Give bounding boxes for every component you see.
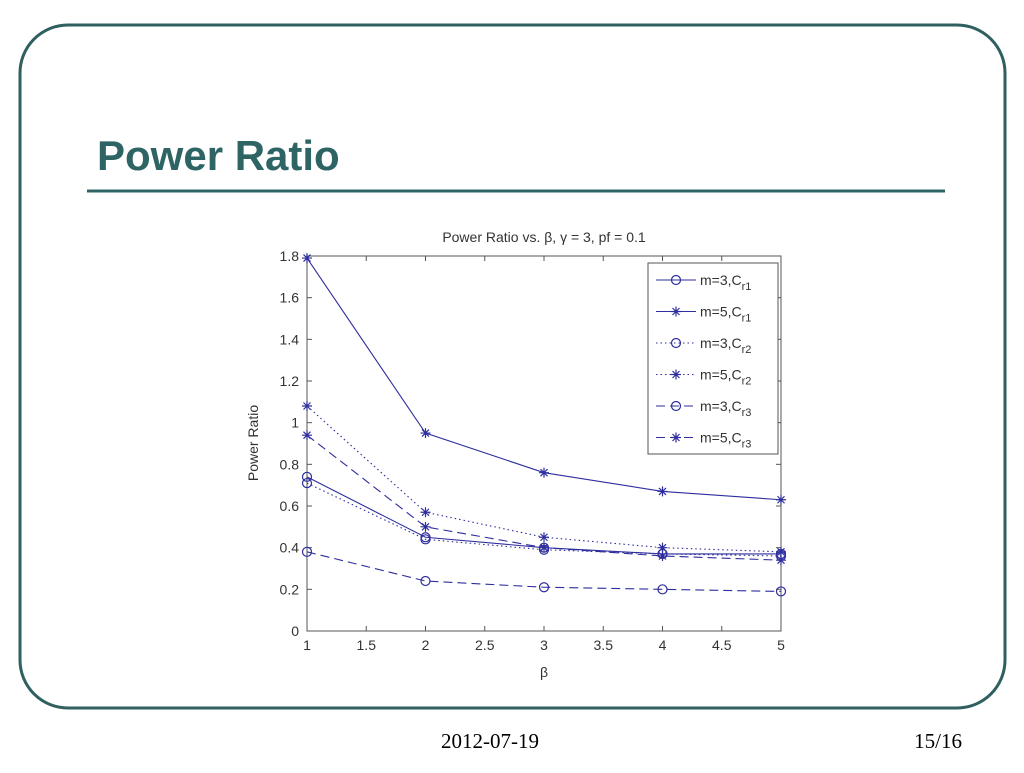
marker [301, 471, 313, 482]
slide-frame [18, 23, 1007, 710]
y-tick-label: 1.8 [280, 248, 300, 264]
marker [538, 582, 550, 593]
marker [420, 507, 431, 518]
y-tick-label: 0.8 [280, 456, 300, 472]
marker [302, 430, 312, 441]
y-tick-label: 1.2 [280, 373, 300, 389]
legend-label: m=3,Cr1 [700, 272, 751, 293]
marker [657, 486, 668, 497]
x-tick-label: 1 [303, 637, 311, 653]
legend-label: m=5,Cr3 [700, 430, 751, 451]
legend-label: m=5,Cr1 [700, 304, 751, 325]
x-tick-label: 2 [422, 637, 430, 653]
x-tick-label: 5 [777, 637, 785, 653]
legend-label: m=5,Cr2 [700, 367, 751, 388]
slide-date: 2012-07-19 [441, 729, 539, 753]
marker [420, 521, 431, 532]
marker [657, 551, 668, 561]
marker [301, 477, 313, 489]
y-tick-label: 1.4 [280, 331, 300, 347]
x-tick-label: 1.5 [357, 637, 377, 653]
y-tick-label: 0 [291, 623, 299, 639]
marker [671, 306, 681, 317]
series-line [306, 551, 782, 592]
marker [420, 534, 431, 545]
marker [301, 546, 313, 557]
marker [670, 400, 682, 412]
marker [776, 546, 786, 557]
marker [539, 467, 549, 478]
x-tick-label: 2.5 [475, 637, 495, 653]
legend-label: m=3,Cr3 [700, 398, 751, 419]
marker [302, 401, 312, 411]
marker [776, 555, 786, 566]
slide-number: 15/16 [914, 729, 962, 753]
series-line [306, 476, 781, 555]
y-tick-label: 0.4 [280, 540, 300, 556]
marker [670, 337, 682, 349]
y-tick-label: 0.2 [280, 581, 300, 597]
marker [657, 584, 668, 595]
marker [657, 542, 668, 553]
marker [539, 542, 549, 553]
slide-title: Power Ratio [97, 132, 340, 179]
x-tick-label: 3 [540, 637, 548, 653]
y-axis-label: Power Ratio [245, 405, 261, 481]
marker [776, 494, 786, 505]
y-tick-label: 1 [291, 415, 299, 431]
legend-box [647, 262, 779, 455]
legend-label: m=3,Cr2 [700, 335, 751, 356]
marker [420, 428, 431, 439]
x-tick-label: 3.5 [594, 637, 614, 653]
x-tick-label: 4.5 [712, 637, 732, 653]
x-axis-label: β [540, 664, 548, 680]
marker [671, 432, 681, 443]
chart-title: Power Ratio vs. β, γ = 3, pf = 0.1 [442, 229, 646, 245]
y-tick-label: 1.6 [280, 290, 300, 306]
x-tick-label: 4 [659, 637, 667, 653]
marker [670, 274, 682, 286]
y-tick-label: 0.6 [280, 498, 300, 514]
marker [420, 575, 431, 587]
marker [671, 369, 681, 380]
marker [302, 253, 312, 264]
marker [775, 586, 787, 597]
marker [539, 532, 549, 543]
